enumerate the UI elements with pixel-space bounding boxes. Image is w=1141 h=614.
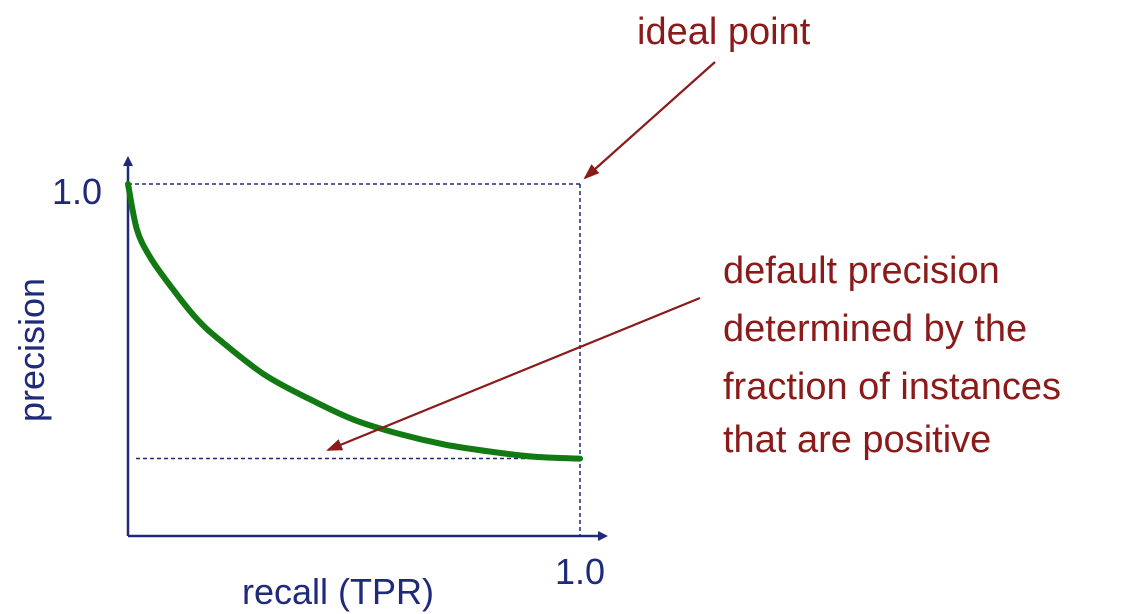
default-precision-arrow bbox=[326, 296, 701, 452]
annotations: ideal point default precision determined… bbox=[326, 11, 1061, 461]
precision-recall-curve bbox=[125, 181, 583, 462]
default-precision-annotation-line: that are positive bbox=[723, 419, 991, 461]
default-precision-annotation-line: default precision bbox=[723, 250, 1000, 292]
y-axis-label: precision bbox=[11, 278, 52, 422]
x-tick-label: 1.0 bbox=[555, 551, 605, 592]
x-axis-label: recall (TPR) bbox=[242, 571, 434, 612]
series-layer bbox=[125, 181, 583, 462]
default-precision-annotation-line: determined by the bbox=[723, 308, 1027, 350]
y-tick-label: 1.0 bbox=[52, 171, 102, 212]
axes bbox=[123, 156, 608, 541]
guide-lines bbox=[128, 183, 581, 536]
default-precision-annotation-line: fraction of instances bbox=[723, 366, 1061, 408]
ideal-point-arrow bbox=[583, 61, 716, 180]
ideal-point-annotation: ideal point bbox=[637, 11, 811, 53]
